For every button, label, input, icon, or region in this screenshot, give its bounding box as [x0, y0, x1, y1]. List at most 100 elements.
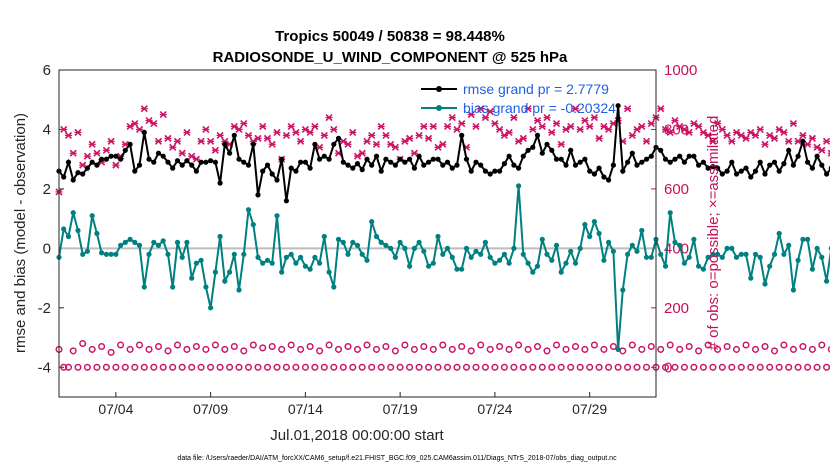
obs-assimilated-point [259, 122, 267, 131]
bias-point [724, 245, 730, 251]
rmse-point [388, 159, 394, 165]
obs-possible-point [145, 345, 153, 353]
rmse-point [501, 161, 507, 167]
bias-point [705, 254, 711, 260]
obs-possible-point [178, 363, 186, 371]
rmse-point [208, 158, 214, 164]
bias-point [383, 242, 389, 248]
obs-possible-point [425, 363, 433, 371]
bias-point [497, 257, 503, 263]
bias-point [468, 254, 474, 260]
obs-assimilated-point [372, 140, 381, 148]
obs-possible-point [723, 342, 731, 351]
bias-point [601, 257, 607, 263]
bias-point [302, 263, 308, 269]
bias-point [733, 254, 740, 260]
bias-point [118, 242, 124, 248]
bias-point [179, 254, 185, 260]
bias-point [160, 238, 166, 244]
obs-assimilated-point [605, 125, 613, 134]
obs-possible-point [396, 363, 404, 371]
obs-assimilated-point [704, 131, 712, 139]
obs-possible-point [614, 363, 622, 371]
rmse-point [141, 129, 147, 135]
rmse-point [809, 165, 816, 171]
bias-point [558, 269, 564, 275]
rmse-point [805, 159, 811, 165]
bias-point [790, 287, 797, 293]
obs-possible-point [557, 363, 565, 371]
bias-point [506, 260, 512, 266]
bias-point [672, 239, 678, 245]
obs-possible-point [79, 339, 87, 348]
obs-assimilated-point [297, 137, 305, 145]
obs-assimilated-point [164, 134, 172, 142]
rmse-point [421, 162, 427, 168]
rmse-point [99, 156, 105, 162]
bias-point [203, 284, 209, 290]
rmse-point [113, 153, 119, 159]
rmse-point [359, 167, 365, 173]
rmse-point [743, 165, 749, 171]
rmse-point [212, 159, 218, 165]
bias-point [530, 269, 536, 275]
rmse-point [444, 159, 451, 165]
bias-point [805, 236, 811, 242]
rmse-point [487, 171, 493, 177]
obs-possible-point [529, 363, 537, 371]
obs-assimilated-point [756, 125, 764, 134]
rmse-point [681, 159, 688, 165]
obs-assimilated-point [505, 128, 513, 136]
bias-point [544, 251, 550, 257]
bias-point [814, 245, 820, 251]
obs-assimilated-point [714, 119, 722, 128]
obs-assimilated-point [751, 131, 760, 139]
bias-point [738, 251, 744, 257]
obs-possible-point [571, 342, 580, 351]
rmse-point [217, 180, 223, 186]
left-tick-label: 4 [43, 121, 51, 138]
rmse-point [482, 168, 488, 174]
bias-point [136, 242, 143, 248]
obs-possible-point [661, 363, 670, 371]
obs-assimilated-point [624, 105, 632, 113]
rmse-point [824, 171, 830, 177]
rmse-point [179, 162, 185, 168]
rmse-point [639, 159, 645, 165]
obs-assimilated-point [671, 116, 679, 125]
rmse-point [568, 147, 574, 153]
left-tick-label: -2 [38, 300, 51, 317]
rmse-point [558, 156, 564, 162]
obs-assimilated-point [486, 108, 494, 116]
obs-possible-point [406, 363, 414, 371]
bias-point [155, 242, 162, 248]
obs-assimilated-point [780, 128, 788, 136]
rmse-point [283, 198, 289, 204]
bias-point [620, 287, 626, 293]
obs-possible-point [64, 363, 73, 371]
obs-possible-point [88, 345, 96, 353]
rmse-point [170, 165, 176, 171]
bias-point [743, 251, 749, 257]
bias-point [435, 233, 441, 240]
rmse-point [814, 153, 820, 159]
rmse-point [606, 177, 612, 183]
bias-point [373, 233, 380, 240]
obs-possible-point [287, 341, 295, 349]
rmse-point [577, 159, 583, 165]
rmse-point [520, 153, 526, 159]
rmse-point [615, 103, 621, 109]
obs-assimilated-point [770, 134, 779, 142]
bias-point [345, 251, 351, 257]
left-tick-label: 0 [43, 240, 51, 257]
obs-assimilated-point [524, 105, 532, 113]
obs-assimilated-point [330, 125, 338, 134]
obs-possible-point [443, 363, 452, 371]
obs-possible-point [353, 345, 362, 353]
bias-point [84, 248, 90, 254]
bias-point [691, 236, 697, 242]
rmse-point [255, 192, 261, 198]
obs-possible-point [467, 347, 475, 355]
obs-possible-point [263, 363, 272, 371]
obs-assimilated-point [581, 116, 589, 125]
